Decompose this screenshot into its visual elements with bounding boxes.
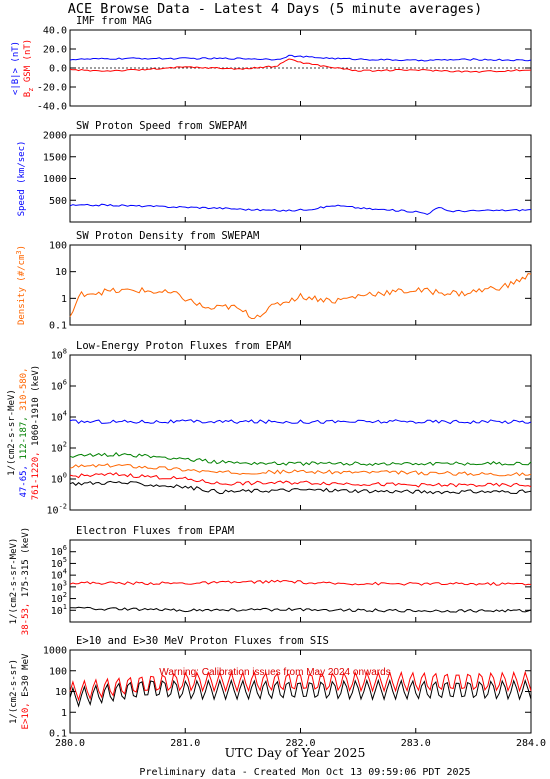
x-tick-label: 280.0	[55, 738, 85, 749]
panel-1-ytick-label: 0.0	[49, 64, 67, 75]
panel-4-ylabel-units: 1/(cm2-s-sr-MeV)	[7, 389, 17, 476]
panel-6-title: E>10 and E>30 MeV Proton Fluxes from SIS	[76, 635, 329, 647]
panel-1-series-2	[69, 58, 532, 73]
panel-1-ylabel-btotal: <|B|> (nT)	[11, 41, 21, 95]
panel-4-ytick-label: 104	[51, 410, 67, 424]
panel-6-series-2	[69, 678, 532, 708]
panel-5-ylabel: 38-53, 175-315 (keV)	[21, 527, 31, 635]
panel-4-title: Low-Energy Proton Fluxes from EPAM	[76, 340, 291, 352]
panel-4-frame	[69, 354, 532, 511]
x-tick-label: 284.0	[516, 738, 546, 749]
panel-6-frame	[69, 649, 532, 734]
panel-5-ytick-label: 102	[51, 591, 67, 605]
panels: IMF from MAG 40.0 20.0 0.0 -20.0 -40.0 <|B|> (…	[7, 15, 546, 749]
panel-3: SW Proton Density from SWEPAM 100 10 1 0.1 De…	[15, 230, 532, 332]
panel-3-ylabel: Density (#/cm3)	[15, 245, 27, 325]
panel-4-ylabel-line1: 47-65, 112-187, 310-580,	[19, 367, 29, 497]
x-tick-label: 281.0	[170, 738, 200, 749]
x-tick-label: 282.0	[285, 738, 315, 749]
panel-4-series-1	[69, 419, 532, 425]
panel-6-series-1	[69, 670, 532, 702]
panel-4: Low-Energy Proton Fluxes from EPAM 108 106…	[7, 340, 532, 517]
panel-5-ytick-label: 103	[51, 579, 67, 593]
panel-1-ytick-label: 20.0	[43, 45, 67, 56]
panel-4-ylabel-line2: 761-1220, 1060-1910 (keV)	[31, 365, 41, 500]
panel-1-ylabel-bz: Bz GSM (nT)	[23, 39, 35, 97]
panel-2-ytick-label: 1500	[43, 152, 67, 163]
panel-6: E>10 and E>30 MeV Proton Fluxes from SIS…	[9, 635, 532, 740]
panel-2-ytick-label: 1000	[43, 174, 67, 185]
panel-6-ytick-label: 10	[55, 687, 67, 698]
panel-6-ylabel-units: 1/(cm2-s-sr)	[9, 659, 19, 724]
footer-note: Preliminary data - Created Mon Oct 13 09…	[139, 767, 470, 778]
panel-2-ytick-label: 2000	[43, 131, 67, 142]
panel-4-ytick-label: 108	[51, 348, 67, 362]
panel-3-frame	[69, 244, 532, 326]
panel-5-ytick-label: 104	[51, 568, 67, 582]
panel-3-ytick-label: 100	[49, 241, 67, 252]
panel-1-series-1	[69, 54, 532, 62]
panel-1-ytick-label: -40.0	[37, 102, 67, 113]
panel-6-ytick-label: 100	[49, 666, 67, 677]
panel-4-ytick-label: 102	[51, 441, 67, 455]
panel-2: SW Proton Speed from SWEPAM 2000 1500 1000 5…	[17, 120, 532, 223]
panel-5-ytick-label: 101	[51, 603, 67, 617]
calibration-warning: Warning: Calibration issues from May 202…	[159, 667, 390, 678]
x-tick-label: 283.0	[401, 738, 431, 749]
panel-5-series-2	[69, 606, 532, 613]
panel-3-title: SW Proton Density from SWEPAM	[76, 230, 259, 242]
panel-2-ytick-label: 500	[49, 196, 67, 207]
panel-5-ytick-label: 105	[51, 556, 67, 570]
panel-4-series-2	[69, 452, 532, 466]
panel-6-ylabel: E>10, E>30 MeV	[21, 653, 31, 729]
panel-4-ytick-label: 10-2	[47, 503, 67, 517]
panel-5-series-1	[69, 579, 532, 586]
panel-1: IMF from MAG 40.0 20.0 0.0 -20.0 -40.0 <|B|> (…	[11, 15, 532, 113]
panel-4-series-3	[69, 463, 532, 477]
panel-3-ytick-label: 1	[61, 294, 67, 305]
panel-4-series-4	[69, 472, 532, 488]
figure-title: ACE Browse Data - Latest 4 Days (5 minut…	[68, 1, 483, 17]
panel-3-ytick-label: 10	[55, 267, 67, 278]
panel-4-series-5	[69, 480, 532, 495]
panel-6-ytick-label: 1000	[43, 646, 67, 657]
panel-1-ytick-label: 40.0	[43, 26, 67, 37]
panel-2-series-1	[69, 203, 532, 216]
panel-5-title: Electron Fluxes from EPAM	[76, 525, 234, 537]
panel-1-title: IMF from MAG	[76, 15, 152, 27]
panel-1-ytick-label: -20.0	[37, 83, 67, 94]
panel-5-ytick-label: 106	[51, 544, 67, 558]
panel-3-ytick-label: 0.1	[49, 321, 67, 332]
panel-3-series-1	[69, 273, 532, 320]
panel-5: Electron Fluxes from EPAM 106105104103102…	[9, 525, 532, 635]
panel-6-ytick-label: 0.1	[49, 729, 67, 740]
panel-2-title: SW Proton Speed from SWEPAM	[76, 120, 247, 132]
x-axis-title: UTC Day of Year 2025	[225, 745, 366, 760]
panel-5-ylabel-units: 1/(cm2-s-sr-MeV)	[9, 538, 19, 625]
panel-2-ylabel: Speed (km/sec)	[17, 141, 27, 217]
panel-4-ytick-label: 100	[51, 472, 67, 486]
panel-6-ytick-label: 1	[61, 708, 67, 719]
panel-4-ytick-label: 106	[51, 379, 67, 393]
